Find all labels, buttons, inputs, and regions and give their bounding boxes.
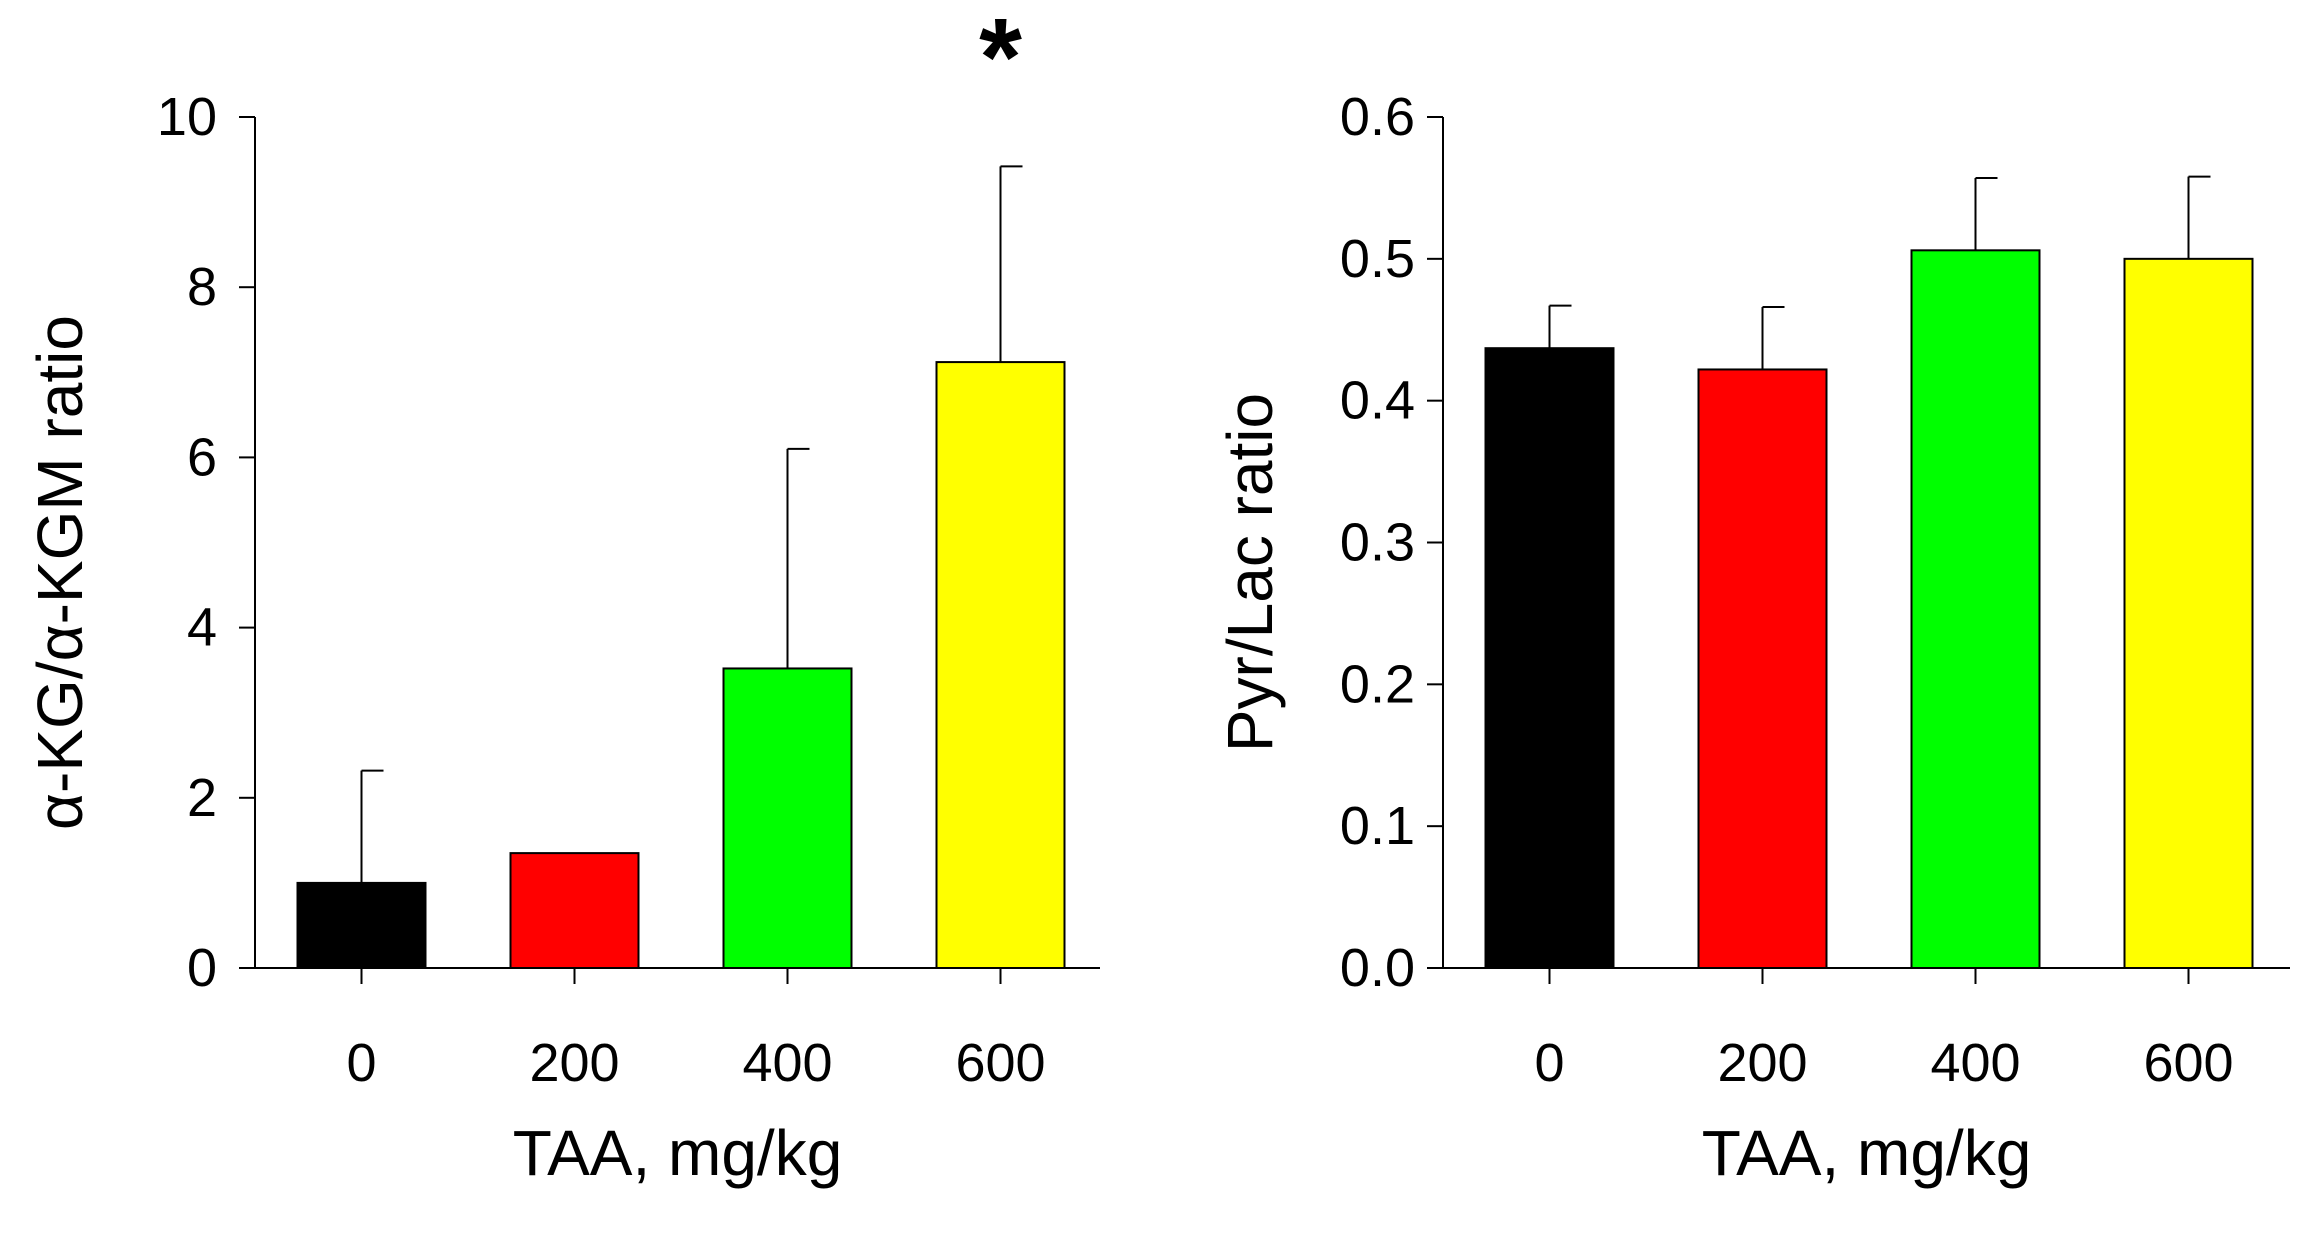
- y-axis-title: Pyr/Lac ratio: [1214, 393, 1286, 752]
- y-tick-label: 0.2: [1340, 654, 1415, 714]
- x-tick-label: 600: [955, 1033, 1045, 1093]
- y-tick-label: 0.6: [1340, 87, 1415, 147]
- y-tick-label: 10: [157, 87, 217, 147]
- x-tick-label: 400: [1930, 1033, 2020, 1093]
- x-axis-title: TAA, mg/kg: [513, 1117, 843, 1189]
- bar-600: [2123, 257, 2254, 970]
- y-tick-label: 0: [187, 938, 217, 998]
- x-tick-label: 200: [1717, 1033, 1807, 1093]
- y-axis-title: α-KG/α-KGM ratio: [24, 315, 96, 830]
- bar-0: [296, 881, 427, 970]
- y-tick-label: 0.1: [1340, 796, 1415, 856]
- y-tick-label: 6: [187, 427, 217, 487]
- bar-400: [722, 667, 853, 969]
- chart-panel-right: 0.0 0.1 0.2 0.3 0.4 0.5 0.6 0 200 400 600 TAA, mg/k…: [1214, 87, 2290, 1189]
- x-tick-label: 0: [1534, 1033, 1564, 1093]
- x-tick-label: 400: [742, 1033, 832, 1093]
- bar-200: [509, 852, 640, 969]
- y-tick-label: 0.3: [1340, 513, 1415, 573]
- bar-200: [1697, 368, 1828, 970]
- bar-0: [1484, 347, 1615, 969]
- bar-600: [935, 361, 1066, 969]
- bar-400: [1910, 249, 2041, 970]
- y-tick-label: 0.4: [1340, 371, 1415, 431]
- x-tick-label: 200: [529, 1033, 619, 1093]
- x-axis-title: TAA, mg/kg: [1702, 1117, 2032, 1189]
- y-tick-label: 0.0: [1340, 938, 1415, 998]
- y-tick-label: 0.5: [1340, 229, 1415, 289]
- x-tick-label: 600: [2143, 1033, 2233, 1093]
- y-tick-label: 2: [187, 768, 217, 828]
- y-tick-label: 4: [187, 598, 217, 658]
- y-tick-label: 8: [187, 257, 217, 317]
- x-tick-label: 0: [346, 1033, 376, 1093]
- chart-panel-left: 0 2 4 6 8 10 0 200 400 600 * TAA, mg/kg α-KG/α-KGM r…: [24, 0, 1100, 1189]
- significance-asterisk: *: [979, 0, 1022, 119]
